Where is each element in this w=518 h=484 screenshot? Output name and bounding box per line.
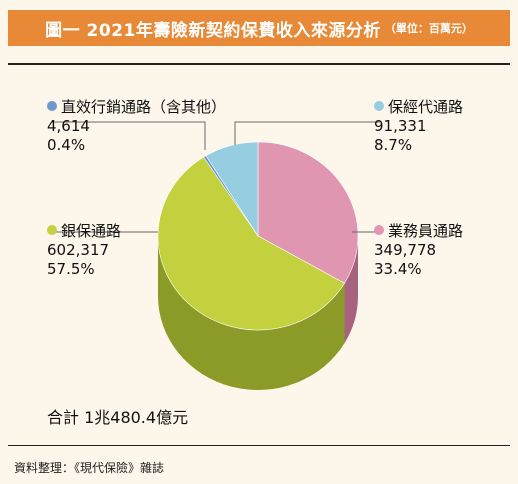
source-note: 資料整理：《現代保險》雜誌 (14, 461, 165, 475)
label-direct-value: 4,614 (47, 117, 90, 135)
top-divider (8, 63, 510, 65)
pie-side-1 (158, 236, 345, 391)
legend-dot-bank (47, 225, 57, 235)
label-agent-name: 業務員通路 (388, 222, 464, 240)
leader-line-3 (234, 121, 380, 145)
legend-dot-broker (374, 101, 384, 111)
label-bank-value: 602,317 (47, 241, 110, 259)
label-agent: 業務員通路 349,778 33.4% (374, 222, 463, 279)
leader-line-2 (52, 121, 206, 150)
legend-dot-direct (47, 101, 57, 111)
label-broker: 保經代通路 91,331 8.7% (374, 98, 463, 155)
label-broker-value: 91,331 (374, 117, 427, 135)
label-direct-name: 直效行銷通路（含其他） (61, 98, 227, 116)
label-agent-value: 349,778 (374, 241, 437, 259)
label-agent-percent: 33.4% (374, 260, 422, 278)
legend-dot-agent (374, 225, 384, 235)
label-direct-percent: 0.4% (47, 136, 86, 154)
pie-slice-3 (205, 141, 259, 238)
chart-title: 圖一 2021年壽險新契約保費收入來源分析 (45, 20, 381, 41)
label-broker-percent: 8.7% (374, 136, 413, 154)
label-broker-name: 保經代通路 (388, 98, 464, 116)
pie-slice-1 (157, 156, 345, 331)
chart-unit: （單位：百萬元） (384, 22, 473, 35)
label-bank-percent: 57.5% (47, 260, 95, 278)
pie-side-0 (344, 236, 358, 344)
bottom-divider (8, 445, 510, 446)
title-bar: 圖一 2021年壽險新契約保費收入來源分析 （單位：百萬元） (8, 10, 510, 46)
total-label: 合計 1兆480.4億元 (47, 408, 189, 427)
label-direct: 直效行銷通路（含其他） 4,614 0.4% (47, 98, 226, 155)
pie-slice-0 (257, 141, 359, 284)
label-bank-name: 銀保通路 (61, 222, 122, 240)
label-bank: 銀保通路 602,317 57.5% (47, 222, 121, 279)
